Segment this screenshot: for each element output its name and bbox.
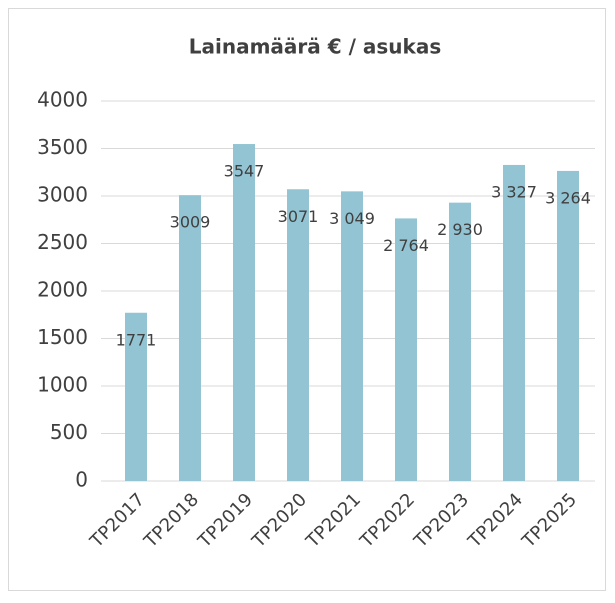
chart-title: Lainamäärä € / asukas	[189, 35, 441, 59]
y-tick-label: 1000	[37, 373, 88, 397]
y-tick-label: 2500	[37, 230, 88, 254]
bar	[503, 164, 525, 481]
bar	[557, 170, 579, 482]
value-label: 1771	[116, 330, 157, 349]
y-tick-label: 0	[75, 468, 88, 492]
bar	[287, 189, 309, 481]
value-label: 3547	[224, 162, 265, 181]
bar	[125, 312, 147, 481]
value-label: 3 264	[545, 188, 591, 207]
y-tick-label: 500	[50, 420, 88, 444]
y-tick-label: 4000	[37, 88, 88, 112]
y-tick-label: 3000	[37, 183, 88, 207]
value-label: 3 049	[329, 209, 375, 228]
value-label: 2 764	[383, 236, 429, 255]
value-label: 3009	[170, 213, 211, 232]
bar	[395, 218, 417, 482]
value-label: 2 930	[437, 220, 483, 239]
bar	[449, 202, 471, 481]
bar	[233, 144, 255, 481]
value-label: 3 327	[491, 182, 537, 201]
bar	[179, 195, 201, 481]
y-tick-label: 1500	[37, 325, 88, 349]
value-label: 3071	[278, 207, 319, 226]
y-tick-label: 2000	[37, 278, 88, 302]
y-tick-label: 3500	[37, 135, 88, 159]
bar	[341, 191, 363, 481]
